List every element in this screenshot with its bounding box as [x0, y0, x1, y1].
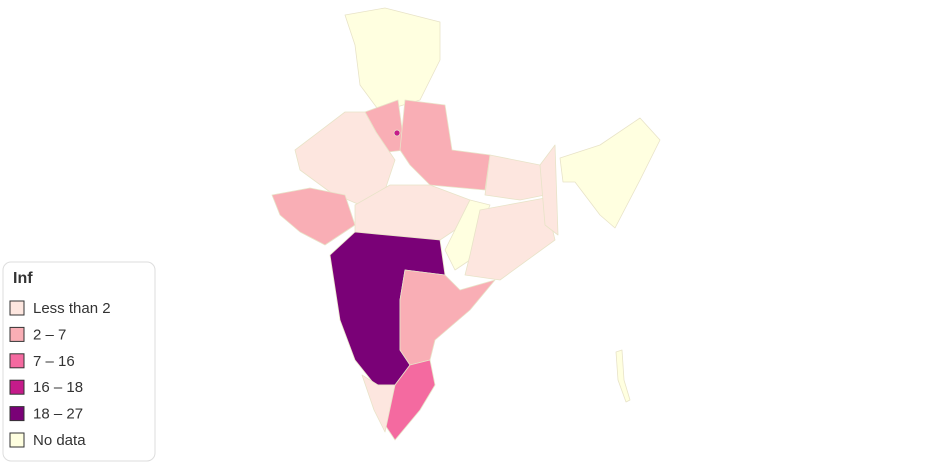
- legend-label: 16 – 18: [33, 379, 83, 396]
- states: [271, 7, 661, 441]
- legend-items: Less than 2 2 – 7 7 – 16 16 – 18 18 – 27 No d…: [9, 300, 111, 449]
- state: [484, 154, 546, 201]
- legend-title: Inf: [13, 270, 33, 287]
- state: [559, 117, 661, 229]
- legend-swatch: [9, 326, 25, 342]
- legend-swatch: [9, 432, 25, 448]
- state: [399, 269, 496, 366]
- legend-swatch: [9, 300, 25, 316]
- state: [384, 359, 436, 441]
- islands: [615, 349, 631, 403]
- legend-label: 7 – 16: [33, 353, 75, 370]
- legend-label: 2 – 7: [33, 326, 66, 343]
- legend-label: 18 – 27: [33, 406, 83, 423]
- state: [361, 374, 396, 433]
- state: [539, 144, 559, 236]
- state: [294, 111, 396, 206]
- legend-swatch: [9, 379, 25, 395]
- state: [344, 7, 441, 113]
- legend-box: [2, 261, 156, 462]
- legend: Inf Less than 2 2 – 7 7 – 16 16 – 18 18 – 27…: [2, 261, 156, 462]
- legend-swatch: [9, 406, 25, 422]
- state: [393, 129, 401, 137]
- legend-label: No data: [33, 432, 86, 449]
- state: [399, 99, 491, 191]
- legend-label: Less than 2: [33, 300, 111, 317]
- legend-swatch: [9, 353, 25, 369]
- state: [271, 187, 356, 246]
